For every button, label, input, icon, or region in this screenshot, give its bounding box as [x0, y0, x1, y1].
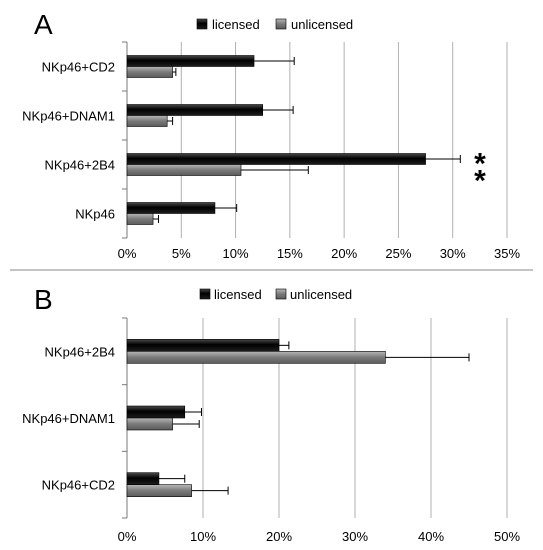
legend-swatch [199, 288, 211, 300]
x-tick-label: 10% [223, 246, 249, 261]
category-label: NKp46+CD2 [42, 60, 115, 75]
bar [126, 405, 186, 419]
category-label: NKp46+DNAM1 [22, 411, 115, 426]
x-tick-label: 0% [118, 246, 137, 261]
category-labels: NKp46+2B4 NKp46+DNAM1 NKp46+CD2 [22, 344, 115, 492]
panel-b: B 0% 10% 20% 30% 40% 50% NKp46+2B4 NKp46+DNAM1… [22, 284, 520, 544]
category-label: NKp46+2B4 [45, 158, 115, 173]
legend-swatch [196, 18, 208, 30]
error-bars [153, 57, 461, 223]
x-tick-labels: 0% 5% 10% 15% 20% 25% 30% 35% [118, 246, 521, 261]
legend-swatch [275, 18, 287, 30]
legend: licensed unlicensed [196, 17, 353, 32]
legend-label: licensed [212, 17, 260, 32]
star-glyph: * [474, 148, 486, 181]
gridlines [180, 42, 508, 238]
x-tick-label: 20% [331, 246, 357, 261]
significance-annotation: * * [474, 148, 486, 198]
bar [126, 55, 255, 67]
category-label: NKp46 [75, 207, 115, 222]
bar [126, 484, 192, 497]
error-bars [158, 341, 470, 495]
bar [126, 339, 280, 352]
bar [126, 153, 426, 165]
x-tick-labels: 0% 10% 20% 30% 40% 50% [118, 529, 521, 544]
category-label: NKp46+CD2 [42, 478, 115, 493]
star-glyph: * [474, 165, 486, 198]
legend-label: unlicensed [291, 17, 353, 32]
bars [126, 339, 386, 497]
x-tick-label: 5% [172, 246, 191, 261]
panel-label: A [34, 9, 53, 40]
x-tick-label: 30% [342, 529, 368, 544]
x-tick-label: 15% [277, 246, 303, 261]
x-tick-label: 10% [190, 529, 216, 544]
x-tick-label: 40% [418, 529, 444, 544]
x-tick-label: 25% [385, 246, 411, 261]
legend-swatch [275, 288, 287, 300]
annotations: * * [474, 148, 486, 198]
y-axis [122, 41, 128, 239]
bar [126, 417, 173, 431]
legend-label: unlicensed [290, 287, 352, 302]
bar [126, 115, 168, 127]
x-tick-label: 30% [440, 246, 466, 261]
x-tick-label: 35% [494, 246, 520, 261]
legend: licensed unlicensed [199, 287, 352, 302]
legend-label: licensed [214, 287, 262, 302]
panel-a: A 0% 5% 10% 15% 20% 25% 30% 35% NKp46+CD2NKp46+… [22, 9, 520, 261]
bar [126, 202, 216, 214]
x-tick-label: 50% [494, 529, 520, 544]
y-axis [122, 317, 128, 519]
panel-label: B [34, 284, 53, 315]
category-labels: NKp46+CD2 NKp46+DNAM1 NKp46+2B4 NKp46 [22, 60, 115, 222]
bars [126, 55, 426, 225]
category-label: NKp46+DNAM1 [22, 109, 115, 124]
x-tick-label: 20% [266, 529, 292, 544]
x-tick-label: 0% [118, 529, 137, 544]
bar [126, 472, 160, 485]
category-label: NKp46+2B4 [45, 344, 115, 359]
bar [126, 213, 154, 225]
bar [126, 164, 242, 176]
bar [126, 66, 173, 78]
bar [126, 351, 386, 364]
bar [126, 104, 264, 116]
